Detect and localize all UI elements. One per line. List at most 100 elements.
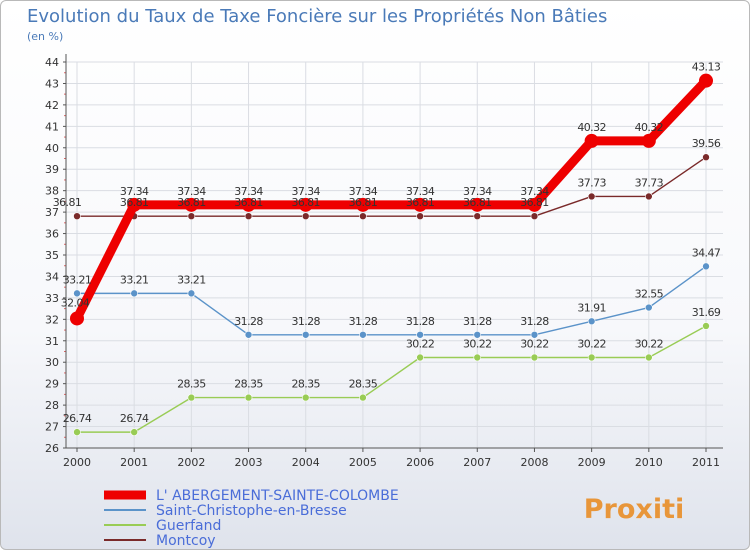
legend-label: Montcoy — [156, 533, 216, 549]
data-label: 28.35 — [349, 378, 378, 391]
y-tick-label: 29 — [45, 378, 59, 391]
data-label: 36.81 — [349, 196, 378, 209]
data-label-layer: 32.04 37.34 37.34 37.34 37.34 37.34 37.34 37.34… — [53, 61, 722, 425]
data-label: 40.32 — [577, 121, 606, 134]
data-label: 31.28 — [520, 315, 549, 328]
legend: L' ABERGEMENT-SAINTE-COLOMBESaint-Christ… — [104, 488, 399, 549]
data-point — [473, 212, 482, 220]
y-tick-label: 31 — [45, 335, 59, 348]
y-tick-label: 38 — [45, 185, 59, 198]
proxiti-logo-text: Proxiti — [584, 494, 685, 525]
legend-label: Saint-Christophe-en-Bresse — [156, 503, 347, 519]
y-axis-unit-label: (en %) — [27, 30, 64, 43]
data-label: 37.34 — [234, 185, 263, 198]
data-point — [73, 428, 81, 436]
y-tick-label: 37 — [45, 206, 59, 219]
x-tick-label: 2005 — [349, 456, 377, 469]
data-label: 37.34 — [291, 185, 320, 198]
data-point — [355, 197, 370, 212]
data-point — [127, 197, 142, 212]
grid-layer — [66, 61, 723, 448]
data-label: 36.81 — [234, 196, 263, 209]
data-point — [301, 212, 310, 220]
data-label: 36.81 — [406, 196, 435, 209]
data-point — [298, 197, 313, 212]
data-point — [187, 212, 196, 220]
data-label: 30.22 — [406, 338, 435, 351]
x-tick-label: 2000 — [63, 456, 91, 469]
data-point — [699, 73, 713, 88]
data-label: 26.74 — [120, 412, 149, 425]
data-point — [702, 322, 710, 330]
data-label: 31.28 — [234, 315, 263, 328]
series-line-0 — [72, 76, 711, 323]
y-tick-label: 32 — [45, 313, 59, 326]
data-label: 37.34 — [177, 185, 206, 198]
y-tick-label: 26 — [45, 442, 59, 455]
data-point — [130, 289, 138, 298]
legend-label: L' ABERGEMENT-SAINTE-COLOMBE — [156, 488, 399, 504]
data-point — [301, 393, 310, 402]
data-label: 37.34 — [463, 185, 492, 198]
data-point — [416, 212, 424, 220]
y-tick-label: 34 — [45, 270, 59, 283]
data-label: 39.56 — [692, 137, 721, 150]
y-tick-label: 42 — [45, 99, 59, 112]
series-layer — [70, 73, 713, 436]
data-label: 28.35 — [234, 378, 263, 391]
data-point — [244, 330, 253, 339]
x-tick-label: 2007 — [463, 456, 491, 469]
series-line-1 — [76, 265, 707, 336]
data-label: 36.81 — [53, 196, 82, 209]
data-point — [359, 393, 367, 402]
data-label: 31.28 — [463, 315, 492, 328]
proxiti-logo: Proxiti — [584, 494, 685, 525]
data-point — [187, 393, 196, 402]
data-label: 34.47 — [692, 246, 721, 259]
x-tick-label: 2002 — [177, 456, 205, 469]
data-point — [641, 133, 656, 148]
series-line-3 — [76, 156, 707, 217]
data-label: 37.34 — [120, 185, 149, 198]
x-tick-label: 2010 — [635, 456, 663, 469]
y-tick-label: 36 — [45, 228, 59, 241]
y-tick-label: 43 — [45, 77, 59, 90]
data-point — [645, 192, 653, 201]
data-label: 31.91 — [577, 301, 606, 314]
y-tick-label: 27 — [45, 421, 59, 434]
data-label: 33.21 — [177, 273, 206, 286]
data-label: 36.81 — [520, 196, 549, 209]
x-tick-label: 2006 — [406, 456, 434, 469]
data-point — [359, 212, 367, 220]
x-tick-label: 2001 — [120, 456, 148, 469]
data-point — [416, 353, 424, 362]
data-point — [702, 262, 710, 271]
data-label: 32.04 — [61, 296, 90, 309]
data-point — [244, 212, 253, 220]
data-point — [301, 330, 310, 339]
data-point — [473, 353, 482, 362]
data-point — [702, 153, 710, 162]
data-label: 36.81 — [120, 196, 149, 209]
y-tick-label: 30 — [45, 356, 59, 369]
data-point — [587, 192, 596, 201]
y-tick-label: 28 — [45, 399, 59, 412]
axis-layer: 26 27 28 29 30 31 32 33 34 35 36 37 38 39 40 41 42 43 44 20… — [45, 54, 723, 469]
data-point — [187, 289, 196, 298]
y-tick-label: 35 — [45, 249, 59, 262]
data-point — [70, 311, 84, 326]
data-point — [416, 330, 424, 339]
data-point — [413, 197, 428, 212]
data-point — [527, 197, 542, 212]
data-point — [130, 428, 138, 436]
data-point — [470, 197, 485, 212]
data-point — [587, 353, 596, 362]
data-label: 30.22 — [520, 338, 549, 351]
data-label: 26.74 — [63, 412, 92, 425]
data-label: 31.28 — [406, 315, 435, 328]
data-point — [645, 353, 653, 362]
data-point — [584, 133, 599, 148]
legend-label: Guerfand — [156, 518, 221, 534]
data-label: 30.22 — [463, 338, 492, 351]
